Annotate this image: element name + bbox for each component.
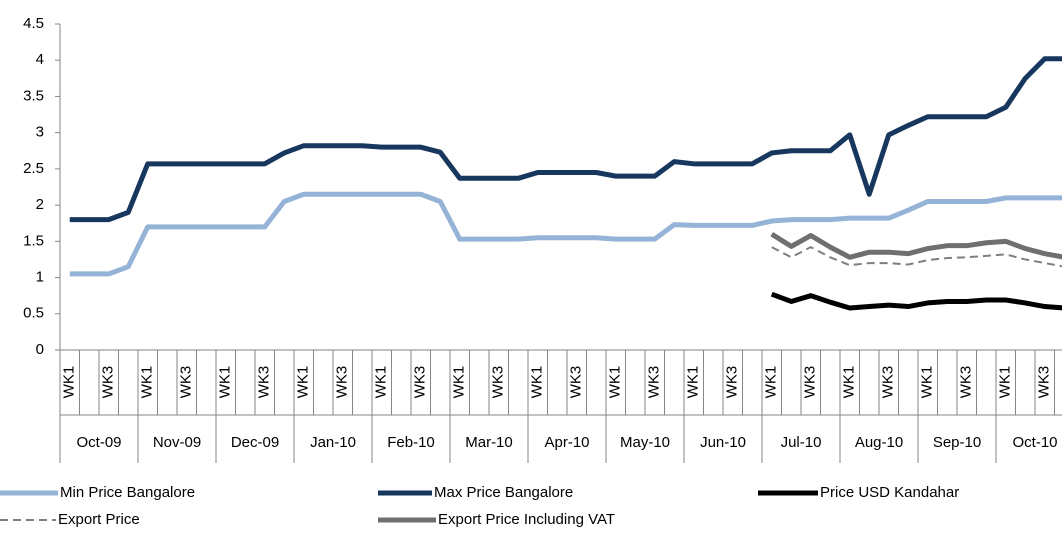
month-label: Mar-10	[465, 434, 513, 451]
y-tick-label: 3.5	[23, 87, 44, 104]
x-tick-label: WK1	[763, 366, 780, 399]
x-tick-label: WK1	[685, 366, 702, 399]
x-tick-label: WK1	[451, 366, 468, 399]
x-tick-label: WK3	[490, 366, 507, 399]
x-tick-label: WK3	[256, 366, 273, 399]
x-tick-label: WK1	[607, 366, 624, 399]
series-line	[770, 291, 1062, 311]
y-tick-label: 2	[36, 196, 44, 213]
y-tick-label: 1	[36, 269, 44, 286]
x-tick-label: WK3	[880, 366, 897, 399]
series-line	[771, 246, 1062, 268]
month-label: Sep-10	[933, 434, 981, 451]
legend-label: Price USD Kandahar	[820, 484, 959, 501]
x-tick-label: WK1	[919, 366, 936, 399]
x-tick-label: WK3	[646, 366, 663, 399]
x-tick-label: WK3	[958, 366, 975, 399]
y-tick-label: 4.5	[23, 15, 44, 32]
x-tick-label: WK1	[295, 366, 312, 399]
x-tick-label: WK3	[100, 366, 117, 399]
series-line	[770, 231, 1062, 260]
y-tick-label: 0	[36, 341, 44, 358]
x-tick-label: WK3	[1036, 366, 1053, 399]
legend-label: Export Price Including VAT	[438, 511, 615, 528]
x-tick-label: WK3	[412, 366, 429, 399]
y-tick-label: 2.5	[23, 160, 44, 177]
month-label: May-10	[620, 434, 670, 451]
month-label: Oct-10	[1012, 434, 1057, 451]
month-label: Jan-10	[310, 434, 356, 451]
legend-label: Min Price Bangalore	[60, 484, 195, 501]
series-line	[69, 191, 1062, 277]
month-label: Aug-10	[855, 434, 903, 451]
month-label: Oct-09	[76, 434, 121, 451]
x-tick-label: WK1	[61, 366, 78, 399]
month-label: Feb-10	[387, 434, 435, 451]
y-tick-label: 0.5	[23, 305, 44, 322]
y-tick-label: 1.5	[23, 232, 44, 249]
x-tick-label: WK1	[529, 366, 546, 399]
x-tick-label: WK3	[178, 366, 195, 399]
legend-label: Export Price	[58, 511, 140, 528]
x-tick-label: WK1	[997, 366, 1014, 399]
month-label: Dec-09	[231, 434, 279, 451]
x-tick-label: WK1	[373, 366, 390, 399]
x-tick-label: WK1	[841, 366, 858, 399]
x-tick-label: WK3	[802, 366, 819, 399]
legend-label: Max Price Bangalore	[434, 484, 573, 501]
month-label: Apr-10	[544, 434, 589, 451]
month-label: Nov-09	[153, 434, 201, 451]
y-tick-label: 4	[36, 51, 44, 68]
x-tick-label: WK1	[217, 366, 234, 399]
month-label: Jun-10	[700, 434, 746, 451]
x-tick-label: WK3	[568, 366, 585, 399]
series-line	[69, 56, 1062, 223]
x-tick-label: WK3	[724, 366, 741, 399]
y-tick-label: 3	[36, 124, 44, 141]
x-tick-label: WK3	[334, 366, 351, 399]
x-tick-label: WK1	[139, 366, 156, 399]
month-label: Jul-10	[781, 434, 822, 451]
